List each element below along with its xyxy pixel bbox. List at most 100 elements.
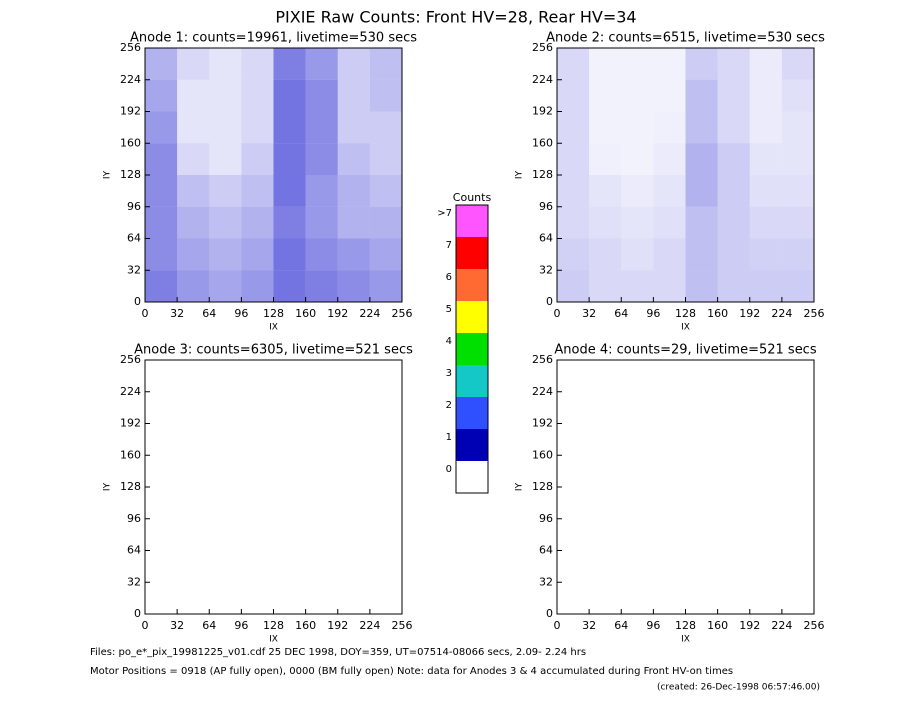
y-tick-label: 96 <box>539 200 553 213</box>
y-axis-label: IY <box>103 170 113 179</box>
density-cell <box>369 206 402 239</box>
x-tick-label: 224 <box>771 307 792 320</box>
x-tick-label: 224 <box>359 619 380 632</box>
x-tick-label: 0 <box>554 619 561 632</box>
density-cell <box>177 175 210 207</box>
x-tick-label: 128 <box>675 619 696 632</box>
density-cell <box>653 111 686 144</box>
density-cell <box>209 270 242 302</box>
x-tick-label: 64 <box>614 307 628 320</box>
density-cell <box>557 143 590 175</box>
colorbar-segment <box>456 397 488 429</box>
density-cell <box>241 270 274 302</box>
footer-line: Files: po_e*_pix_19981225_v01.cdf 25 DEC… <box>90 647 586 658</box>
x-tick-label: 32 <box>170 307 184 320</box>
x-axis-label: IX <box>681 635 690 645</box>
colorbar-label: 1 <box>446 432 452 443</box>
density-cell <box>557 79 590 112</box>
density-cell <box>621 270 654 302</box>
y-tick-label: 0 <box>546 295 553 308</box>
y-tick-label: 128 <box>532 168 553 181</box>
density-cell <box>273 206 306 239</box>
density-cell <box>209 111 242 144</box>
colorbar-segment <box>456 205 488 237</box>
density-cell <box>781 238 814 271</box>
y-tick-label: 256 <box>120 353 141 366</box>
x-axis-label: IX <box>269 323 278 333</box>
x-tick-label: 32 <box>582 619 596 632</box>
panel-title: Anode 3: counts=6305, livetime=521 secs <box>134 343 413 358</box>
density-cell <box>337 206 370 239</box>
x-tick-label: 96 <box>646 307 660 320</box>
density-cell <box>557 270 590 302</box>
y-tick-label: 96 <box>127 512 141 525</box>
y-tick-label: 64 <box>127 544 141 557</box>
panel-title: Anode 2: counts=6515, livetime=530 secs <box>546 31 825 46</box>
colorbar-segment <box>456 237 488 269</box>
x-tick-label: 160 <box>707 619 728 632</box>
density-cell <box>145 206 178 239</box>
density-cell <box>145 48 178 80</box>
density-cell <box>177 111 210 144</box>
density-cell <box>209 143 242 175</box>
density-cell <box>685 79 718 112</box>
density-cell <box>781 175 814 207</box>
density-cell <box>241 206 274 239</box>
y-axis-label: IY <box>515 170 525 179</box>
density-cell <box>145 79 178 112</box>
density-cell <box>209 206 242 239</box>
density-cell <box>621 175 654 207</box>
colorbar-label: 4 <box>446 336 452 347</box>
x-tick-label: 160 <box>707 307 728 320</box>
x-tick-label: 0 <box>142 619 149 632</box>
x-tick-label: 96 <box>646 619 660 632</box>
density-cell <box>557 238 590 271</box>
density-cell <box>177 48 210 80</box>
density-cell <box>177 143 210 175</box>
density-cell <box>369 48 402 80</box>
y-tick-label: 224 <box>532 73 553 86</box>
density-cell <box>273 143 306 175</box>
panel-title: Anode 1: counts=19961, livetime=530 secs <box>130 31 417 46</box>
y-tick-label: 224 <box>120 73 141 86</box>
y-tick-label: 0 <box>134 295 141 308</box>
y-tick-label: 192 <box>532 105 553 118</box>
y-tick-label: 160 <box>120 136 141 149</box>
colorbar-segment <box>456 429 488 461</box>
y-tick-label: 192 <box>120 417 141 430</box>
x-tick-label: 192 <box>327 307 348 320</box>
footer-created: (created: 26-Dec-1998 06:57:46.00) <box>657 683 820 693</box>
density-cell <box>337 143 370 175</box>
y-tick-label: 160 <box>532 136 553 149</box>
x-tick-label: 256 <box>392 619 413 632</box>
y-tick-label: 32 <box>127 263 141 276</box>
density-cell <box>781 48 814 80</box>
y-tick-label: 128 <box>532 480 553 493</box>
plot-frame <box>144 359 403 615</box>
density-cell <box>589 143 622 175</box>
density-cell <box>305 175 338 207</box>
y-tick-label: 128 <box>120 480 141 493</box>
density-cell <box>241 79 274 112</box>
density-cell <box>337 79 370 112</box>
x-tick-label: 64 <box>202 307 216 320</box>
y-tick-label: 96 <box>127 200 141 213</box>
density-cell <box>685 143 718 175</box>
density-cell <box>653 48 686 80</box>
y-tick-label: 192 <box>532 417 553 430</box>
density-cell <box>273 270 306 302</box>
density-cell <box>717 79 750 112</box>
density-cell <box>749 111 782 144</box>
y-tick-label: 256 <box>120 41 141 54</box>
density-cell <box>145 143 178 175</box>
density-cell <box>717 206 750 239</box>
y-tick-label: 96 <box>539 512 553 525</box>
y-tick-label: 192 <box>120 105 141 118</box>
x-tick-label: 128 <box>675 307 696 320</box>
density-cell <box>717 143 750 175</box>
y-tick-label: 32 <box>539 263 553 276</box>
figure-title: PIXIE Raw Counts: Front HV=28, Rear HV=3… <box>275 8 636 27</box>
colorbar-label: 2 <box>446 400 452 411</box>
density-cell <box>273 79 306 112</box>
plot-frame <box>556 359 815 615</box>
